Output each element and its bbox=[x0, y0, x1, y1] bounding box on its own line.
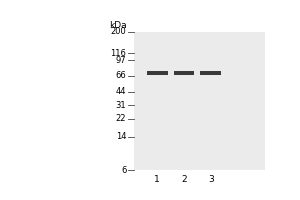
Text: 22: 22 bbox=[116, 114, 126, 123]
Bar bbox=[134, 32, 266, 170]
Text: 14: 14 bbox=[116, 132, 126, 141]
Text: 66: 66 bbox=[116, 71, 126, 80]
Text: 44: 44 bbox=[116, 87, 126, 96]
Text: kDa: kDa bbox=[109, 21, 126, 30]
Text: 200: 200 bbox=[111, 27, 126, 36]
Bar bbox=[200, 71, 221, 75]
Bar bbox=[173, 71, 194, 75]
Text: 3: 3 bbox=[208, 175, 214, 184]
Text: 1: 1 bbox=[154, 175, 160, 184]
Text: 97: 97 bbox=[116, 56, 126, 65]
Text: 116: 116 bbox=[110, 49, 126, 58]
Text: 6: 6 bbox=[121, 166, 126, 175]
Text: 31: 31 bbox=[116, 101, 126, 110]
Text: 2: 2 bbox=[181, 175, 187, 184]
Bar bbox=[147, 71, 168, 75]
